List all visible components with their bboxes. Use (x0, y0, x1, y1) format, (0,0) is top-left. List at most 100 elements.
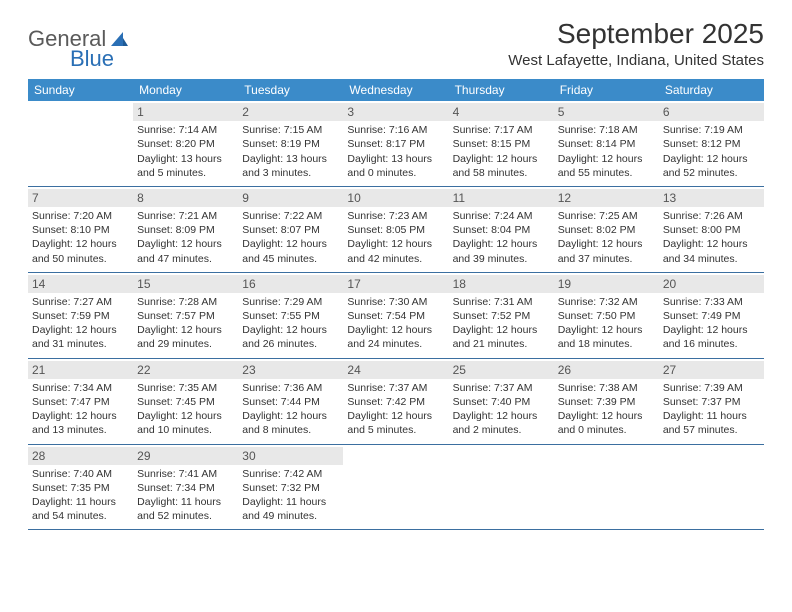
day-daylight2: and 21 minutes. (453, 337, 550, 351)
day-cell: 10Sunrise: 7:23 AMSunset: 8:05 PMDayligh… (343, 187, 448, 272)
weekday-header: Saturday (659, 79, 764, 101)
day-cell: 29Sunrise: 7:41 AMSunset: 7:34 PMDayligh… (133, 445, 238, 530)
day-number: 22 (133, 361, 238, 379)
day-sunset: Sunset: 7:35 PM (32, 481, 129, 495)
day-cell: 24Sunrise: 7:37 AMSunset: 7:42 PMDayligh… (343, 359, 448, 444)
day-sunset: Sunset: 8:09 PM (137, 223, 234, 237)
day-sunrise: Sunrise: 7:37 AM (347, 381, 444, 395)
day-daylight2: and 57 minutes. (663, 423, 760, 437)
day-cell (343, 445, 448, 530)
day-number: 24 (343, 361, 448, 379)
day-cell: 26Sunrise: 7:38 AMSunset: 7:39 PMDayligh… (554, 359, 659, 444)
day-daylight1: Daylight: 12 hours (137, 237, 234, 251)
day-cell: 8Sunrise: 7:21 AMSunset: 8:09 PMDaylight… (133, 187, 238, 272)
day-cell: 14Sunrise: 7:27 AMSunset: 7:59 PMDayligh… (28, 273, 133, 358)
day-daylight2: and 31 minutes. (32, 337, 129, 351)
day-sunrise: Sunrise: 7:31 AM (453, 295, 550, 309)
day-number: 11 (449, 189, 554, 207)
day-sunset: Sunset: 8:12 PM (663, 137, 760, 151)
day-sunset: Sunset: 7:59 PM (32, 309, 129, 323)
day-sunset: Sunset: 8:20 PM (137, 137, 234, 151)
day-sunset: Sunset: 8:14 PM (558, 137, 655, 151)
weekday-header: Monday (133, 79, 238, 101)
calendar-grid: Sunday Monday Tuesday Wednesday Thursday… (28, 79, 764, 530)
page-header: GeneralBlue September 2025 West Lafayett… (28, 18, 764, 69)
day-daylight1: Daylight: 12 hours (453, 237, 550, 251)
day-cell: 2Sunrise: 7:15 AMSunset: 8:19 PMDaylight… (238, 101, 343, 186)
day-sunset: Sunset: 7:37 PM (663, 395, 760, 409)
day-number: 18 (449, 275, 554, 293)
day-sunset: Sunset: 8:17 PM (347, 137, 444, 151)
day-number (659, 447, 764, 449)
day-sunrise: Sunrise: 7:34 AM (32, 381, 129, 395)
day-sunrise: Sunrise: 7:16 AM (347, 123, 444, 137)
day-daylight1: Daylight: 12 hours (32, 409, 129, 423)
day-cell: 22Sunrise: 7:35 AMSunset: 7:45 PMDayligh… (133, 359, 238, 444)
day-sunset: Sunset: 8:15 PM (453, 137, 550, 151)
day-sunset: Sunset: 7:39 PM (558, 395, 655, 409)
day-daylight1: Daylight: 13 hours (242, 152, 339, 166)
day-cell (28, 101, 133, 186)
day-sunrise: Sunrise: 7:27 AM (32, 295, 129, 309)
day-daylight1: Daylight: 12 hours (347, 237, 444, 251)
day-sunset: Sunset: 8:07 PM (242, 223, 339, 237)
day-sunrise: Sunrise: 7:21 AM (137, 209, 234, 223)
day-daylight1: Daylight: 12 hours (558, 323, 655, 337)
day-sunrise: Sunrise: 7:32 AM (558, 295, 655, 309)
day-daylight2: and 37 minutes. (558, 252, 655, 266)
day-sunrise: Sunrise: 7:18 AM (558, 123, 655, 137)
day-sunrise: Sunrise: 7:42 AM (242, 467, 339, 481)
day-daylight2: and 0 minutes. (558, 423, 655, 437)
day-number: 26 (554, 361, 659, 379)
day-cell: 21Sunrise: 7:34 AMSunset: 7:47 PMDayligh… (28, 359, 133, 444)
day-number (28, 103, 133, 105)
day-daylight2: and 29 minutes. (137, 337, 234, 351)
day-number (554, 447, 659, 449)
day-number: 29 (133, 447, 238, 465)
day-sunrise: Sunrise: 7:36 AM (242, 381, 339, 395)
day-daylight1: Daylight: 12 hours (32, 237, 129, 251)
day-daylight2: and 50 minutes. (32, 252, 129, 266)
week-row: 14Sunrise: 7:27 AMSunset: 7:59 PMDayligh… (28, 273, 764, 359)
week-row: 7Sunrise: 7:20 AMSunset: 8:10 PMDaylight… (28, 187, 764, 273)
weekday-header: Sunday (28, 79, 133, 101)
day-daylight1: Daylight: 12 hours (137, 323, 234, 337)
day-number: 3 (343, 103, 448, 121)
day-daylight1: Daylight: 12 hours (558, 152, 655, 166)
day-sunrise: Sunrise: 7:14 AM (137, 123, 234, 137)
day-sunset: Sunset: 7:55 PM (242, 309, 339, 323)
day-daylight1: Daylight: 12 hours (453, 323, 550, 337)
day-number: 15 (133, 275, 238, 293)
day-daylight2: and 58 minutes. (453, 166, 550, 180)
week-row: 21Sunrise: 7:34 AMSunset: 7:47 PMDayligh… (28, 359, 764, 445)
day-sunrise: Sunrise: 7:20 AM (32, 209, 129, 223)
day-sunrise: Sunrise: 7:37 AM (453, 381, 550, 395)
day-sunrise: Sunrise: 7:29 AM (242, 295, 339, 309)
day-number (449, 447, 554, 449)
day-daylight1: Daylight: 12 hours (663, 237, 760, 251)
day-daylight2: and 8 minutes. (242, 423, 339, 437)
weekday-header-row: Sunday Monday Tuesday Wednesday Thursday… (28, 79, 764, 101)
day-daylight1: Daylight: 12 hours (663, 323, 760, 337)
day-cell: 1Sunrise: 7:14 AMSunset: 8:20 PMDaylight… (133, 101, 238, 186)
day-cell: 3Sunrise: 7:16 AMSunset: 8:17 PMDaylight… (343, 101, 448, 186)
day-sunrise: Sunrise: 7:28 AM (137, 295, 234, 309)
day-sunset: Sunset: 8:02 PM (558, 223, 655, 237)
day-cell: 16Sunrise: 7:29 AMSunset: 7:55 PMDayligh… (238, 273, 343, 358)
day-daylight2: and 42 minutes. (347, 252, 444, 266)
day-sunset: Sunset: 7:45 PM (137, 395, 234, 409)
weekday-header: Thursday (449, 79, 554, 101)
day-daylight1: Daylight: 12 hours (137, 409, 234, 423)
day-cell (449, 445, 554, 530)
day-sunrise: Sunrise: 7:22 AM (242, 209, 339, 223)
weekday-header: Wednesday (343, 79, 448, 101)
day-number: 7 (28, 189, 133, 207)
day-daylight2: and 2 minutes. (453, 423, 550, 437)
day-cell: 15Sunrise: 7:28 AMSunset: 7:57 PMDayligh… (133, 273, 238, 358)
day-sunset: Sunset: 7:32 PM (242, 481, 339, 495)
day-daylight1: Daylight: 12 hours (558, 409, 655, 423)
day-sunrise: Sunrise: 7:25 AM (558, 209, 655, 223)
day-sunset: Sunset: 7:42 PM (347, 395, 444, 409)
day-number: 27 (659, 361, 764, 379)
day-daylight1: Daylight: 12 hours (242, 237, 339, 251)
